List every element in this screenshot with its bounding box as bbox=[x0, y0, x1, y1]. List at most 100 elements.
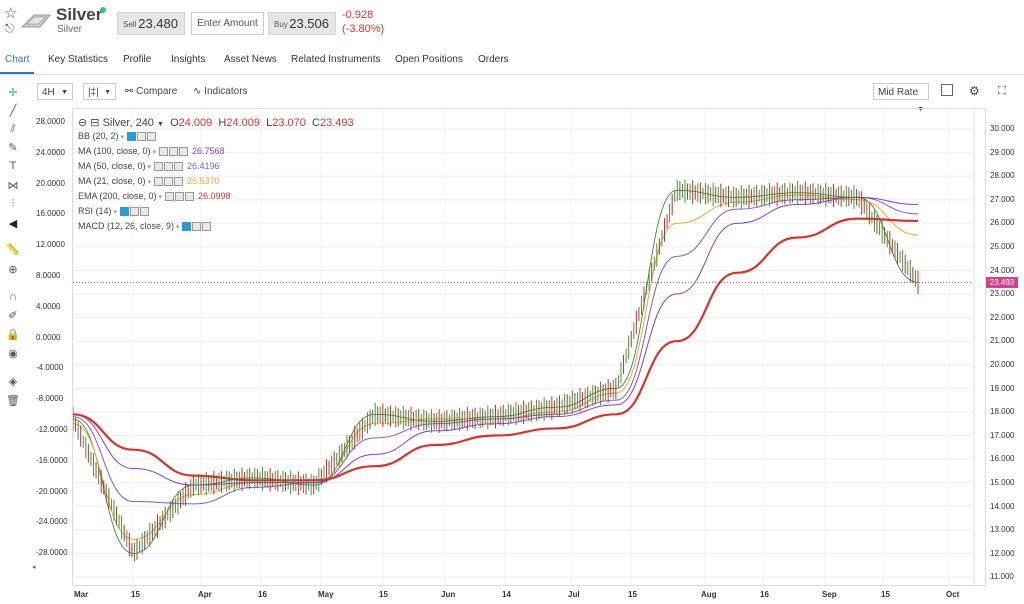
indicator-row[interactable]: MACD (12, 26, close, 9) ▾ bbox=[78, 221, 212, 234]
chevron-down-icon[interactable]: ▾ bbox=[145, 164, 153, 171]
text-icon[interactable]: T bbox=[9, 160, 17, 172]
settings-icon[interactable] bbox=[164, 192, 174, 202]
indicator-row[interactable]: BB (20, 2) ▾ bbox=[78, 131, 156, 144]
chevron-down-icon[interactable]: ▼ bbox=[157, 121, 164, 128]
price-chart[interactable] bbox=[72, 108, 986, 586]
close-label: C bbox=[312, 117, 320, 129]
tab-key-statistics[interactable]: Key Statistics bbox=[48, 54, 109, 65]
multiline-icon[interactable]: ⫽ bbox=[10, 123, 16, 135]
visibility-icon[interactable] bbox=[182, 222, 192, 232]
settings-icon[interactable] bbox=[136, 132, 146, 142]
trash-icon[interactable]: 🗑 bbox=[6, 395, 20, 407]
settings-icon[interactable] bbox=[153, 162, 163, 172]
indicator-line bbox=[73, 217, 919, 482]
collapse-arrow-icon[interactable]: ◂ bbox=[32, 564, 36, 571]
chart-type-select[interactable]: |‡| ▼ bbox=[83, 83, 116, 100]
visibility-icon[interactable] bbox=[119, 207, 129, 217]
eye-icon[interactable]: ◉ bbox=[8, 348, 18, 360]
chevron-down-icon[interactable]: ▾ bbox=[150, 149, 158, 156]
lock-icon[interactable]: 🔒 bbox=[6, 329, 20, 341]
symbol-icon: ⊟ bbox=[90, 117, 100, 129]
indicator-name: MA (21, close, 0) bbox=[78, 176, 146, 186]
indicator-value: 26.4196 bbox=[186, 161, 220, 171]
interval-select[interactable]: 4H ▼ bbox=[37, 83, 73, 100]
right-axis-label: 21.000 bbox=[990, 336, 1015, 346]
tab-chart[interactable]: Chart bbox=[5, 54, 30, 65]
time-axis-label: Jun bbox=[441, 590, 456, 599]
settings-gear-icon[interactable]: ⚙ bbox=[969, 84, 980, 98]
visibility-icon[interactable] bbox=[174, 192, 184, 202]
remove-icon[interactable] bbox=[184, 192, 194, 202]
tab-orders[interactable]: Orders bbox=[478, 54, 509, 65]
line-icon[interactable]: ╱ bbox=[9, 105, 17, 117]
buy-button[interactable]: Buy 23.506 bbox=[268, 12, 336, 35]
fib-icon[interactable]: ⫶ bbox=[11, 198, 15, 210]
settings-icon[interactable] bbox=[129, 207, 139, 217]
settings-icon[interactable] bbox=[158, 147, 168, 157]
sell-button[interactable]: Sell 23.480 bbox=[117, 12, 185, 35]
remove-icon[interactable] bbox=[202, 222, 212, 232]
indicator-name: RSI (14) bbox=[78, 206, 112, 216]
settings-icon[interactable] bbox=[192, 222, 202, 232]
share-icon[interactable]: ⎋ bbox=[5, 21, 15, 35]
chevron-down-icon[interactable]: ▾ bbox=[145, 179, 153, 186]
watchlist-star-icon[interactable]: ☆ bbox=[4, 5, 18, 22]
visibility-icon[interactable] bbox=[168, 147, 178, 157]
chevron-down-icon[interactable]: ▾ bbox=[111, 209, 119, 216]
fullscreen-icon[interactable]: ⛶ bbox=[998, 85, 1006, 97]
buy-label: Buy bbox=[274, 20, 288, 29]
magnet-icon[interactable]: ∩ bbox=[9, 291, 17, 303]
pencil-lock-icon[interactable]: ✐ bbox=[8, 310, 18, 322]
asset-subtitle: Silver bbox=[57, 24, 83, 35]
chart-canvas[interactable] bbox=[73, 109, 985, 585]
tab-related-instruments[interactable]: Related Instruments bbox=[291, 54, 381, 65]
brush-icon[interactable]: ✎ bbox=[8, 142, 18, 154]
remove-icon[interactable] bbox=[178, 147, 188, 157]
ruler-icon[interactable]: 📏 bbox=[6, 244, 20, 256]
chevron-down-icon: ▼ bbox=[61, 89, 68, 96]
indicator-row[interactable]: EMA (200, close, 0) ▾ 26.0998 bbox=[78, 191, 231, 204]
tab-profile[interactable]: Profile bbox=[123, 54, 152, 65]
time-axis-label: May bbox=[318, 590, 334, 599]
back-icon[interactable]: ◀ bbox=[8, 218, 18, 230]
visibility-icon[interactable] bbox=[163, 177, 173, 187]
low-label: L bbox=[266, 117, 273, 129]
left-axis-label: 4.0000 bbox=[36, 301, 61, 311]
amount-input[interactable]: Enter Amount bbox=[191, 12, 264, 35]
low-value: 23.070 bbox=[272, 117, 306, 129]
settings-icon[interactable] bbox=[153, 177, 163, 187]
pattern-icon[interactable]: ⋈ bbox=[7, 180, 19, 192]
chevron-down-icon[interactable]: ▾ bbox=[174, 224, 182, 231]
tab-insights[interactable]: Insights bbox=[171, 54, 206, 65]
compare-button[interactable]: ⚯ Compare bbox=[125, 83, 177, 100]
right-axis-label: 23.000 bbox=[990, 289, 1015, 299]
indicator-row[interactable]: MA (21, close, 0) ▾ 25.5370 bbox=[78, 176, 219, 189]
indicator-row[interactable]: MA (50, close, 0) ▾ 26.4196 bbox=[78, 161, 219, 174]
crosshair-icon[interactable]: ✛ bbox=[8, 87, 18, 99]
chart-option-checkbox[interactable] bbox=[941, 84, 953, 96]
visibility-icon[interactable] bbox=[126, 132, 136, 142]
chevron-down-icon[interactable]: ▾ bbox=[118, 134, 126, 141]
left-axis-label: -20.0000 bbox=[36, 486, 68, 496]
layers-icon[interactable]: ◈ bbox=[8, 376, 18, 388]
indicator-row[interactable]: RSI (14) ▾ bbox=[78, 206, 149, 219]
left-axis-label: 20.0000 bbox=[36, 178, 65, 188]
indicators-button[interactable]: ∿ Indicators bbox=[193, 83, 248, 100]
visibility-icon[interactable] bbox=[163, 162, 173, 172]
zoom-icon[interactable]: ⊕ bbox=[8, 264, 18, 276]
chevron-down-icon[interactable]: ▾ bbox=[156, 194, 164, 201]
remove-icon[interactable] bbox=[173, 177, 183, 187]
remove-icon[interactable] bbox=[146, 132, 156, 142]
collapse-legend-icon[interactable]: ⊖ bbox=[78, 117, 88, 129]
time-axis-label: Sep bbox=[822, 590, 837, 599]
indicator-name: MA (50, close, 0) bbox=[78, 161, 146, 171]
chevron-down-icon: ▼ bbox=[104, 89, 111, 96]
indicator-name: EMA (200, close, 0) bbox=[78, 191, 157, 201]
remove-icon[interactable] bbox=[173, 162, 183, 172]
tab-asset-news[interactable]: Asset News bbox=[224, 54, 277, 65]
tab-open-positions[interactable]: Open Positions bbox=[395, 54, 463, 65]
right-axis-label: 20.000 bbox=[990, 360, 1015, 369]
remove-icon[interactable] bbox=[139, 207, 149, 217]
indicator-row[interactable]: MA (100, close, 0) ▾ 26.7568 bbox=[78, 146, 225, 159]
rate-mode-select[interactable]: Mid Rate ▼ bbox=[873, 83, 929, 113]
